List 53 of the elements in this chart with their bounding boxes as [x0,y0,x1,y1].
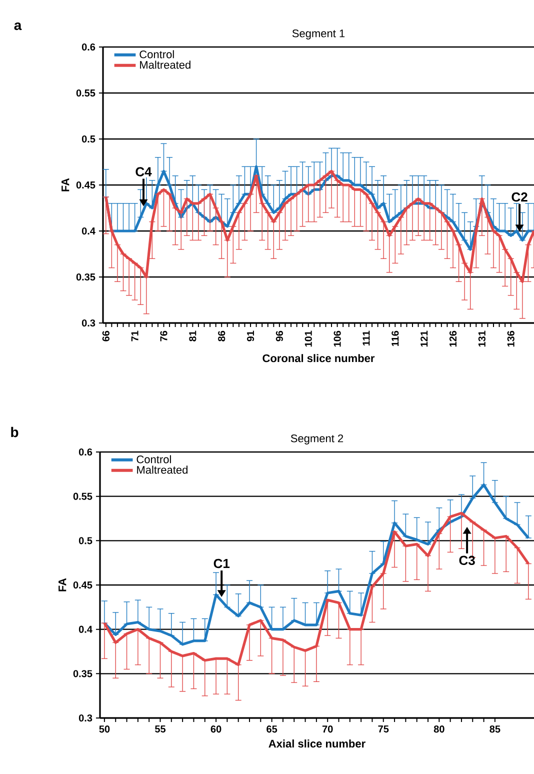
x-axis-title: Coronal slice number [262,354,375,362]
y-tick-label: 0.5 [78,537,92,544]
y-tick-label: 0.55 [73,492,92,500]
y-tick-label: 0.35 [76,273,96,281]
legend-label: Maltreated [140,60,190,69]
x-tick-label: 66 [102,330,110,342]
x-tick-label: 116 [392,330,399,346]
chart-title: Segment 1 [292,30,345,40]
text: b [11,426,18,438]
x-tick-label: 65 [266,726,278,733]
annotation: C4 [136,167,152,176]
y-axis-title: FA [62,178,70,192]
x-tick-label: 76 [160,330,168,342]
y-tick-label: 0.35 [73,670,92,678]
x-tick-label: 131 [478,330,486,347]
x-tick-label: 71 [131,330,138,342]
y-tick-label: 0.5 [82,135,96,143]
x-tick-label: 96 [276,330,283,342]
y-axis-title: FA [58,578,66,592]
x-axis-title: Axial slice number [268,739,366,748]
x-tick-label: 50 [99,726,110,733]
x-tick-label: 136 [507,330,514,347]
x-tick-label: 111 [362,330,370,346]
x-tick-label: 75 [378,726,389,732]
x-tick-label: 121 [420,330,428,347]
y-tick-label: 0.45 [73,581,92,589]
x-tick-label: 106 [334,330,341,347]
legend-label: Control [140,50,174,58]
x-tick-label: 126 [449,330,457,347]
x-tick-label: 85 [490,726,500,733]
y-tick-label: 0.3 [82,319,96,327]
x-tick-label: 86 [218,330,226,342]
legend-label: Control [136,455,171,464]
y-tick-label: 0.4 [82,227,96,235]
x-tick-label: 101 [304,330,312,347]
x-tick-label: 91 [246,330,254,342]
x-tick-label: 60 [210,726,222,733]
annotation: C3 [459,556,475,566]
x-tick-label: 81 [189,330,196,342]
text: a [14,22,22,30]
x-tick-label: 80 [434,726,444,733]
y-tick-label: 0.6 [82,43,96,51]
x-tick-label: 55 [154,726,166,732]
y-tick-label: 0.3 [78,714,92,722]
y-tick-label: 0.55 [76,89,96,97]
y-tick-label: 0.4 [78,626,92,633]
annotation: C1 [214,558,230,568]
annotation: C2 [512,192,528,202]
y-tick-label: 0.6 [78,448,92,456]
legend-label: Maltreated [137,466,188,474]
y-tick-label: 0.45 [76,181,96,189]
x-tick-label: 70 [322,726,333,733]
chart-title: Segment 2 [290,434,344,444]
